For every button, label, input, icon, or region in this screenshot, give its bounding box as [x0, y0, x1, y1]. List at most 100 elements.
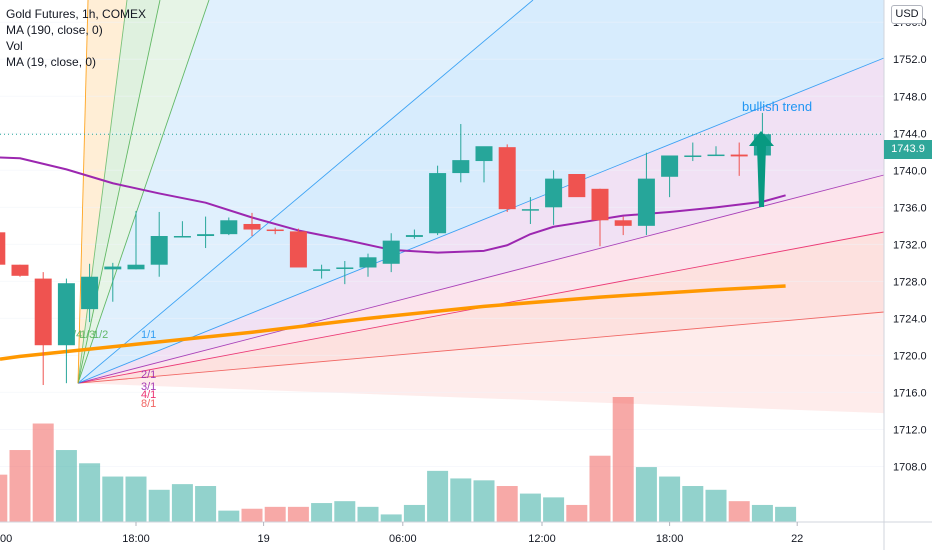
- candle-body: [661, 155, 679, 177]
- gann-fill: [78, 312, 884, 414]
- gann-label: 2/1: [141, 369, 156, 381]
- candle: [545, 170, 563, 225]
- candle-body: [289, 231, 307, 268]
- volume-bar: [705, 489, 727, 522]
- currency-button[interactable]: USD: [891, 5, 923, 24]
- volume-bar: [380, 514, 402, 522]
- volume-bar: [171, 484, 193, 522]
- candle-body: [81, 276, 99, 310]
- candle-body: [452, 160, 470, 174]
- candle: [730, 142, 748, 176]
- price-tick-label: 1740.0: [893, 165, 927, 177]
- volume-bar: [218, 510, 240, 522]
- candle: [429, 165, 447, 236]
- annotation-bullish-trend: bullish trend: [742, 99, 812, 114]
- candle: [637, 152, 655, 236]
- volume-bar: [775, 506, 797, 522]
- candle-body: [220, 220, 238, 235]
- candle: [34, 272, 52, 386]
- gann-label: 3/1: [141, 381, 156, 393]
- candle: [243, 212, 261, 237]
- volume-bar: [125, 476, 147, 522]
- candle: [405, 229, 423, 239]
- candle-body: [336, 267, 354, 269]
- candle-body: [568, 174, 586, 198]
- volume-bar: [32, 423, 54, 522]
- price-tick-label: 1748.0: [893, 91, 927, 103]
- price-tick-label: 1752.0: [893, 54, 927, 66]
- volume-bar: [195, 486, 217, 522]
- candle: [173, 221, 191, 238]
- candle: [684, 142, 702, 162]
- candle: [336, 261, 354, 285]
- candle: [81, 263, 99, 323]
- gann-label: 1/3: [80, 329, 95, 341]
- volume-bar: [659, 476, 681, 522]
- candle-body: [591, 188, 609, 221]
- gann-line: [77, 174, 885, 384]
- legend-volume[interactable]: Vol: [6, 39, 23, 53]
- candle: [382, 233, 400, 273]
- gann-line: [77, 0, 89, 384]
- candle-body: [684, 155, 702, 157]
- candle-body: [243, 223, 261, 230]
- candle-body: [382, 240, 400, 264]
- legend-symbol[interactable]: Gold Futures, 1h, COMEX: [6, 7, 147, 21]
- legend-ma190[interactable]: MA (190, close, 0): [6, 23, 103, 37]
- volume-bar: [55, 450, 77, 522]
- volume-bar: [635, 467, 657, 522]
- price-tick-label: 1732.0: [893, 239, 927, 251]
- volume-bar: [543, 497, 565, 522]
- candle: [266, 227, 284, 235]
- candle: [498, 144, 516, 212]
- time-axis[interactable]: 00 18:00 19 06:00 12:00 18:00 22: [0, 522, 803, 545]
- gann-line: [77, 0, 534, 384]
- price-tick-label: 1728.0: [893, 276, 927, 288]
- current-price-label: 1743.9: [884, 140, 932, 159]
- gann-line: [77, 0, 161, 384]
- gann-line: [77, 0, 210, 384]
- time-tick-label: 22: [791, 533, 803, 545]
- candle: [0, 232, 6, 265]
- price-axis[interactable]: 1708.0 1712.0 1716.0 1720.0 1724.0 1728.0 1732…: [893, 17, 927, 473]
- candle-body: [197, 234, 215, 237]
- candle: [104, 262, 122, 302]
- candle-body: [521, 209, 539, 211]
- candle: [591, 188, 609, 247]
- candle-body: [104, 266, 122, 270]
- candle-body: [173, 236, 191, 238]
- price-tick-label: 1720.0: [893, 350, 927, 362]
- candle: [521, 197, 539, 224]
- candle-body: [730, 154, 748, 157]
- gann-fan-lines: [77, 0, 885, 384]
- volume-bar: [148, 489, 170, 522]
- time-tick-label: 18:00: [656, 533, 684, 545]
- volume-bar: [264, 506, 286, 522]
- candle: [452, 124, 470, 183]
- candle-body: [707, 154, 725, 157]
- candle: [707, 146, 725, 157]
- volume-bar: [589, 455, 611, 522]
- candle-body: [150, 236, 168, 265]
- candle: [57, 278, 75, 384]
- bullish-arrow-icon: [749, 131, 774, 207]
- price-tick-label: 1724.0: [893, 313, 927, 325]
- volume-bar: [612, 397, 634, 522]
- candle-body: [637, 178, 655, 226]
- candle-body: [429, 173, 447, 234]
- legend-ma19[interactable]: MA (19, close, 0): [6, 55, 97, 69]
- time-tick-label: 00: [0, 533, 12, 545]
- candle-body: [0, 232, 6, 265]
- volume-bar: [519, 493, 541, 522]
- volume-bar: [450, 478, 472, 522]
- time-tick-label: 19: [257, 533, 269, 545]
- candle-body: [359, 257, 377, 268]
- volume-bar: [357, 506, 379, 522]
- price-tick-label: 1716.0: [893, 387, 927, 399]
- candle-body: [475, 146, 493, 162]
- volume-bar: [0, 474, 8, 522]
- candle-body: [57, 283, 75, 346]
- ma190-line: [0, 284, 786, 361]
- volume-bar: [79, 463, 101, 522]
